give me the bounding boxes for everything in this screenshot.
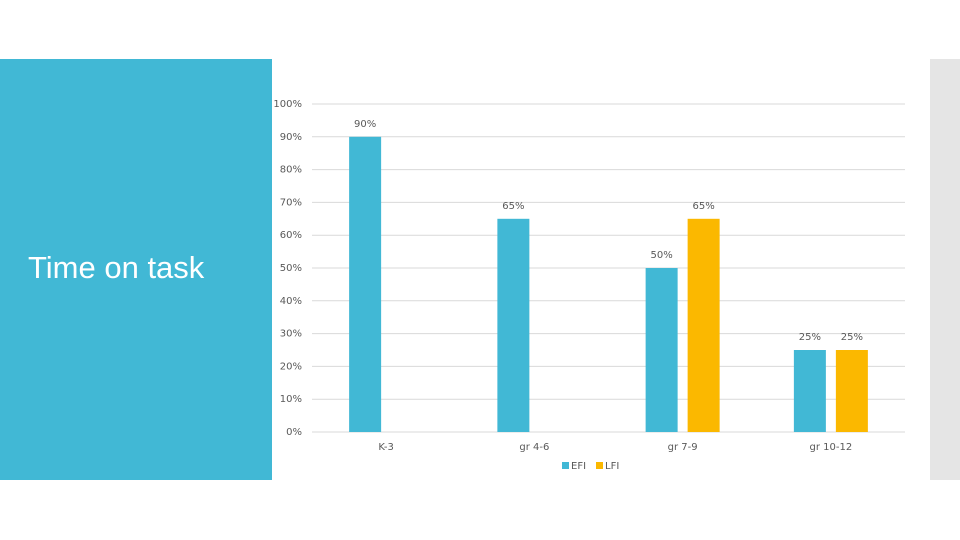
y-tick-label: 70% bbox=[280, 197, 302, 208]
legend-label: EFI bbox=[571, 461, 586, 472]
bar bbox=[497, 218, 530, 432]
y-tick-label: 20% bbox=[280, 361, 302, 372]
y-tick-label: 90% bbox=[280, 132, 302, 143]
data-label: 25% bbox=[799, 332, 821, 343]
y-tick-label: 40% bbox=[280, 296, 302, 307]
bar bbox=[645, 268, 678, 432]
x-tick-label: gr 7-9 bbox=[668, 442, 698, 453]
data-label: 65% bbox=[502, 201, 524, 212]
legend-swatch bbox=[562, 462, 569, 469]
data-label: 25% bbox=[841, 332, 863, 343]
side-strip bbox=[930, 59, 960, 480]
y-tick-label: 10% bbox=[280, 394, 302, 405]
x-tick-label: gr 10-12 bbox=[810, 442, 853, 453]
data-label: 90% bbox=[354, 119, 376, 130]
y-tick-label: 0% bbox=[286, 427, 302, 438]
data-label: 65% bbox=[693, 201, 715, 212]
legend-swatch bbox=[596, 462, 603, 469]
data-label: 50% bbox=[651, 250, 673, 261]
side-panel bbox=[0, 59, 272, 480]
legend-label: LFI bbox=[605, 461, 619, 472]
y-tick-label: 50% bbox=[280, 263, 302, 274]
x-tick-label: gr 4-6 bbox=[519, 442, 549, 453]
bar bbox=[349, 136, 382, 433]
y-tick-label: 100% bbox=[273, 99, 302, 110]
bar bbox=[687, 218, 720, 432]
y-tick-label: 60% bbox=[280, 230, 302, 241]
x-tick-label: K-3 bbox=[378, 442, 393, 453]
slide-title: Time on task bbox=[28, 250, 205, 285]
y-tick-label: 80% bbox=[280, 165, 302, 176]
y-tick-label: 30% bbox=[280, 329, 302, 340]
bar bbox=[793, 350, 826, 432]
bar bbox=[835, 350, 868, 432]
